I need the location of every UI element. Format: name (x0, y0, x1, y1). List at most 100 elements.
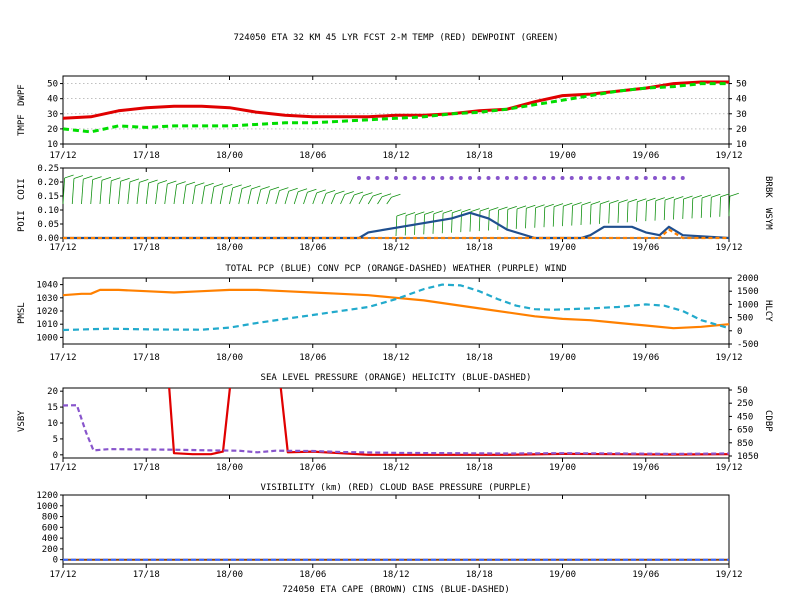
pressure-panel-xtick-label: 18/18 (466, 353, 493, 363)
wind-barb (497, 209, 499, 230)
wind-barb-flag (260, 186, 270, 190)
wind-barb-flag (288, 187, 298, 192)
wind-barb-flag (64, 174, 74, 179)
wind-barb-flag (516, 205, 527, 210)
visibility-series-group (63, 388, 729, 456)
precip-panel-xtick-label: 18/12 (382, 243, 409, 253)
tmpf-series-line (62, 80, 729, 120)
visibility-panel-xtick-label: 19/00 (549, 463, 576, 473)
temp-ytick-label-right: 30 (736, 110, 747, 120)
wind-barb-flag (111, 177, 121, 182)
weather-symbol (412, 176, 417, 180)
precip-panel-xtick-label: 17/18 (133, 243, 160, 253)
pressure-panel-xtick-label: 19/06 (632, 353, 659, 363)
precip-ytick-label: 0.15 (37, 192, 59, 202)
weather-symbol (514, 176, 519, 180)
wind-barb (626, 202, 629, 223)
weather-symbol (431, 176, 435, 180)
weather-symbol (523, 176, 528, 180)
wind-barb (321, 193, 327, 205)
precip-ytick-label: 0.25 (37, 164, 59, 174)
temp-ytick-label-right: 20 (736, 125, 747, 135)
weather-symbol (505, 176, 509, 180)
wind-barb (99, 180, 103, 205)
wind-barb (636, 201, 638, 222)
wind-barb (192, 185, 196, 205)
temp-panel-xtick-label: 19/06 (632, 151, 659, 161)
wind-barb (127, 181, 131, 205)
pmsl-ytick-label: 1010 (36, 320, 58, 330)
precip-ytick-label: 0.00 (37, 234, 59, 244)
wind-barb (293, 191, 299, 205)
wind-barb-flag (297, 188, 308, 193)
weather-symbol (634, 176, 639, 180)
wind-barb (155, 183, 159, 205)
cape-panel-xtick-label: 18/12 (382, 570, 409, 580)
wind-barb (506, 209, 509, 230)
conv-pcp-series-line (63, 228, 729, 240)
wind-barb-flag (204, 182, 214, 187)
wind-barb-flag (157, 180, 168, 184)
wind-barb-flag (316, 189, 326, 194)
wind-barb-flag (232, 184, 242, 189)
cape-panel-xtick-label: 18/18 (466, 570, 493, 580)
wind-barb (654, 200, 657, 221)
wind-barb-flag (442, 209, 453, 214)
precip-panel-xtick-label: 18/18 (466, 243, 493, 253)
wind-barb-flag (489, 207, 499, 211)
coii-axis-label: COII (17, 178, 27, 200)
wind-barb-flag (325, 190, 336, 194)
wind-barb-flag (223, 183, 233, 188)
wind-barb-flag (213, 183, 224, 188)
wind-barb-flag (711, 193, 721, 198)
temp-panel-xtick-label: 18/12 (382, 151, 409, 161)
wind-barb (71, 178, 75, 205)
wind-barb-flag (176, 181, 186, 185)
wind-barb-flag (507, 206, 517, 210)
cdbp-ytick-label: 50 (737, 386, 748, 396)
cape-panel-xtick-label: 17/18 (133, 570, 160, 580)
wind-barb-flag (609, 199, 619, 204)
precip-ytick-label: 0.05 (37, 220, 59, 230)
visibility-panel-xtick-label: 18/00 (216, 463, 243, 473)
wind-barb (469, 211, 472, 232)
wind-barb-flag (729, 192, 739, 197)
weather-symbol (588, 176, 593, 180)
wind-barb-flag (627, 198, 638, 203)
wind-barb (710, 197, 712, 218)
temp-ytick-label: 40 (47, 95, 58, 105)
wind-barb-flag (452, 209, 462, 214)
pmsl-series-line (62, 288, 730, 330)
weather-symbol (477, 176, 482, 180)
wind-barb-flag (148, 179, 158, 184)
weather-symbol (597, 176, 602, 180)
wind-barb-flag (701, 194, 712, 199)
wind-barb (330, 193, 336, 205)
vsby-series-line (168, 388, 729, 456)
weather-symbol (468, 176, 472, 180)
pmsl-ytick-label: 1020 (36, 307, 58, 317)
wind-barb (229, 187, 234, 205)
weather-symbol (440, 176, 445, 180)
wind-barb (312, 192, 318, 205)
cdbp-ytick-label: 1050 (737, 452, 759, 462)
wind-barb (617, 202, 620, 223)
cape-panel-frame (62, 494, 730, 565)
wind-barb (663, 200, 666, 221)
wind-barb-flag (674, 196, 684, 200)
wind-barb (90, 179, 94, 205)
temp-ytick-label-right: 10 (736, 140, 747, 150)
wind-barb-flag (167, 180, 177, 185)
wind-barb (395, 215, 398, 237)
wind-barb-flag (415, 211, 425, 216)
hlcy-ytick-label: -500 (737, 340, 759, 350)
cape-panel-xtick-label: 19/00 (549, 570, 576, 580)
temp-panel-xtick-label: 19/00 (549, 151, 576, 161)
temp-panel-xtick-label: 18/18 (466, 151, 493, 161)
wind-barb-flag (572, 202, 582, 206)
temp-ytick-label: 10 (47, 140, 58, 150)
wind-barb-flag (391, 193, 401, 198)
hlcy-ytick-label: 1500 (737, 287, 759, 297)
wind-barb-flag (479, 207, 490, 212)
